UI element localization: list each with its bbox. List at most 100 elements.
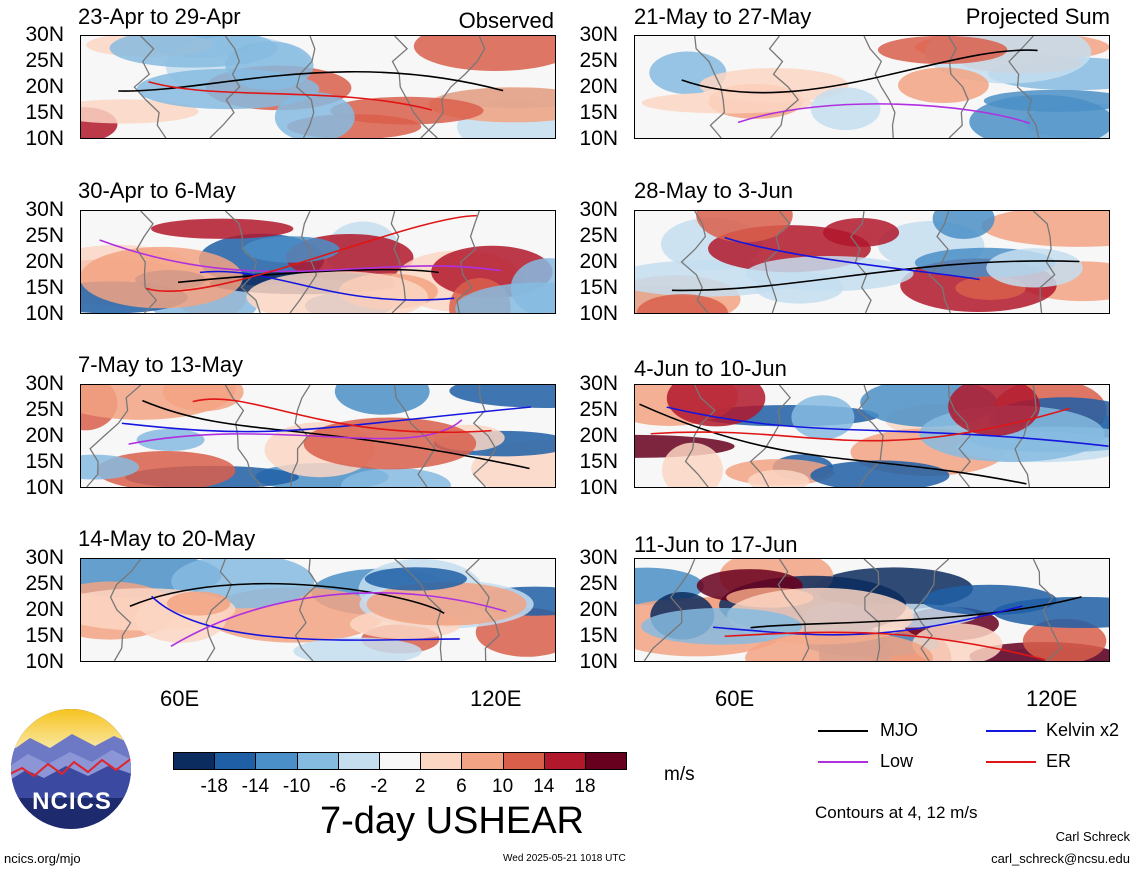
coastline: [913, 559, 950, 661]
y-tick-label: 20N: [579, 424, 618, 447]
y-tick-label: 15N: [25, 101, 64, 124]
y-tick-label: 30N: [25, 372, 64, 395]
map-panel: [634, 558, 1110, 662]
y-tick-label: 25N: [579, 224, 618, 247]
shear-area: [81, 99, 199, 124]
y-tick-label: 30N: [25, 546, 64, 569]
coastline: [295, 36, 316, 138]
colorbar-tick-label: 6: [456, 776, 467, 797]
colorbar-swatch: [420, 752, 463, 770]
author-email[interactable]: carl_schreck@ncsu.edu: [991, 851, 1130, 866]
shear-field: [81, 559, 555, 661]
shear-area: [791, 395, 855, 440]
contour-line: [192, 398, 492, 434]
y-tick-label: 30N: [579, 198, 618, 221]
shear-area: [166, 591, 231, 616]
shear-area: [983, 89, 1109, 112]
contour-line: [148, 81, 433, 111]
y-tick-label: 10N: [25, 127, 64, 150]
site-url[interactable]: ncics.org/mjo: [4, 851, 81, 866]
contour-line: [199, 270, 455, 301]
coastline: [1014, 385, 1037, 487]
coastline: [856, 385, 884, 487]
map-panel: [634, 210, 1110, 314]
legend-line-mjo: [818, 730, 868, 732]
x-tick-label: 120E: [470, 686, 522, 711]
colorbar-swatch: [461, 752, 504, 770]
y-tick-label: 10N: [25, 302, 64, 325]
shear-area: [932, 211, 995, 240]
coastline: [136, 211, 158, 313]
y-tick-label: 25N: [25, 572, 64, 595]
coastline: [133, 36, 167, 138]
contour-line: [639, 403, 1027, 485]
panel-title: 30-Apr to 6-May: [78, 178, 236, 203]
colorbar-swatch: [379, 752, 422, 770]
shear-area: [981, 211, 1109, 247]
map-panel: [80, 35, 556, 139]
y-tick-label: 25N: [579, 398, 618, 421]
y-tick-label: 15N: [579, 101, 618, 124]
shear-area: [330, 96, 484, 125]
shear-area: [986, 248, 1083, 288]
coastline: [643, 559, 696, 661]
coastline: [694, 36, 726, 138]
shear-area: [747, 469, 810, 487]
coastline: [294, 559, 319, 661]
y-tick-label: 25N: [25, 224, 64, 247]
map-panel: [634, 384, 1110, 488]
shear-area: [136, 428, 205, 452]
shear-area: [636, 294, 728, 313]
contour-line: [713, 605, 1023, 636]
x-tick-label: 120E: [1026, 686, 1078, 711]
contour-line: [737, 103, 1031, 125]
y-tick-label: 25N: [25, 398, 64, 421]
shear-area: [109, 36, 278, 68]
legend-line-er: [986, 761, 1036, 763]
shear-field: [635, 36, 1109, 138]
colorbar-swatch: [214, 752, 257, 770]
contour-line: [750, 596, 1082, 629]
y-tick-label: 15N: [579, 450, 618, 473]
y-tick-label: 30N: [579, 372, 618, 395]
coastline: [109, 559, 142, 661]
coastline: [456, 211, 480, 313]
coastline: [391, 36, 438, 138]
panel-title: 28-May to 3-Jun: [634, 178, 793, 203]
map-panel: [634, 35, 1110, 139]
map-panel: [80, 384, 556, 488]
y-tick-label: 10N: [579, 127, 618, 150]
shear-area: [666, 385, 766, 427]
contour-line: [129, 582, 445, 614]
y-tick-label: 30N: [25, 198, 64, 221]
y-tick-label: 30N: [579, 23, 618, 46]
coastline: [1008, 36, 1040, 138]
contour-line: [724, 236, 980, 281]
legend-label-mjo: MJO: [880, 720, 918, 740]
colorbar-swatch: [585, 752, 628, 770]
contour-line: [151, 595, 460, 641]
panel-title: 11-Jun to 17-Jun: [634, 532, 798, 557]
coastline: [749, 385, 792, 487]
coastline: [948, 385, 971, 487]
map-panel: [80, 558, 556, 662]
shear-area: [641, 92, 813, 114]
y-tick-label: 10N: [579, 650, 618, 673]
legend-line-kelvin: [986, 730, 1036, 732]
y-tick-label: 15N: [25, 276, 64, 299]
colorbar-tick-label: -2: [370, 776, 388, 797]
contour-line: [121, 406, 531, 433]
shear-area: [242, 236, 340, 263]
coastline: [764, 211, 791, 313]
map-panel: [80, 210, 556, 314]
coastline: [1032, 211, 1056, 313]
coastline: [777, 559, 810, 661]
coastline: [205, 559, 233, 661]
units-label: m/s: [664, 764, 695, 785]
colorbar-swatch: [296, 752, 339, 770]
coastline: [394, 559, 443, 661]
y-tick-label: 15N: [25, 450, 64, 473]
shear-area: [1022, 618, 1107, 661]
panel-title: 21-May to 27-May: [634, 4, 812, 29]
author-name: Carl Schreck: [1055, 829, 1130, 844]
